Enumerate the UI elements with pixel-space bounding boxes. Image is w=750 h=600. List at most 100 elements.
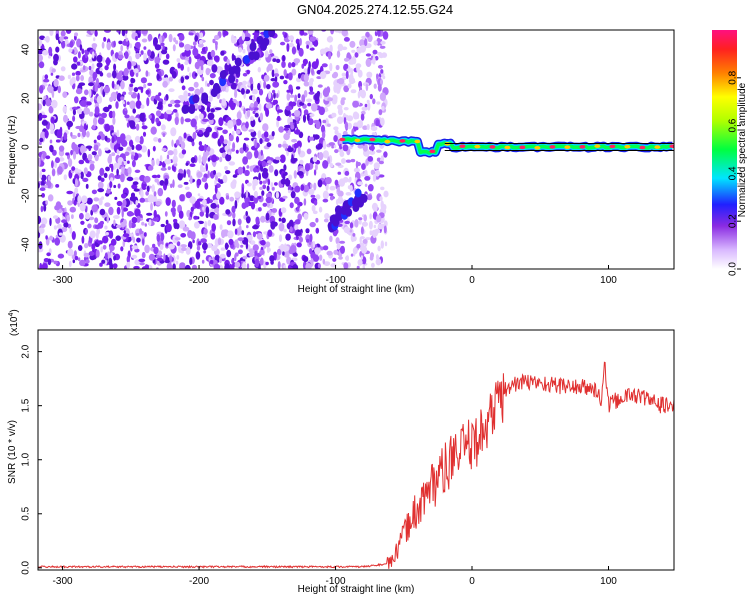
spectrogram-cell [204, 220, 208, 229]
spectrogram-cell [229, 263, 233, 269]
spectrogram-cell [121, 161, 125, 168]
spectrogram-cell [362, 125, 368, 130]
spectrogram-cell [299, 159, 304, 165]
spectrogram-cell [143, 232, 147, 237]
spectrogram-cell [122, 240, 126, 248]
spectrogram-cell [234, 228, 238, 235]
spectrogram-cell [93, 197, 100, 202]
spectrogram-cell [68, 48, 73, 53]
spectrogram-cell [167, 150, 174, 156]
spectrogram-cell [125, 30, 128, 34]
spectrogram-cell [284, 124, 291, 129]
spectrogram-cell [129, 139, 134, 147]
spectrogram-cell [218, 117, 224, 127]
carrier-peak [519, 145, 526, 150]
spectrogram-cell [350, 253, 354, 257]
spectrogram-cell [251, 89, 258, 95]
spectrogram-cell [135, 36, 138, 41]
spectrogram-cell [104, 65, 109, 71]
spectrogram-cell [257, 82, 261, 91]
spectrogram-cell [132, 181, 139, 186]
spectrogram-cell [358, 217, 363, 221]
spectrogram-cell [113, 40, 116, 48]
spectrogram-cell [206, 59, 214, 67]
spectrogram-cell [322, 258, 326, 265]
spectrogram-cell [198, 154, 202, 164]
spectrogram-cell [357, 181, 364, 186]
spectrogram-cell [283, 250, 290, 258]
spectrogram-cell [302, 256, 309, 263]
spectrogram-cell [246, 109, 251, 118]
spectrogram-cell [376, 101, 381, 105]
spectrogram-cell [75, 125, 82, 130]
spectrogram-cell [156, 73, 160, 81]
spectrogram-cell [53, 53, 59, 62]
spectrogram-cell [312, 254, 320, 262]
spectrogram-cell [378, 160, 384, 165]
spectrogram-cell [343, 262, 349, 269]
spectrogram-cell [83, 252, 90, 258]
spectrogram-cell [209, 73, 216, 79]
spectrogram-cell [69, 206, 77, 213]
spectrogram-cell [296, 171, 304, 176]
spectrogram-cell [110, 238, 117, 246]
spectrogram-cell [172, 263, 176, 269]
spectrogram-cell [228, 134, 234, 142]
spectrogram-cell [58, 232, 63, 236]
spectrogram-cell [192, 47, 199, 57]
spectrogram-cell [344, 121, 349, 130]
spectrogram-cell [45, 235, 48, 240]
spectrogram-cell [286, 43, 290, 52]
spectrogram-cell [80, 96, 87, 101]
spectrogram-cell [250, 130, 257, 138]
spectrogram-cell [187, 92, 191, 97]
spectrogram-cell [179, 262, 186, 269]
spectrogram-cell [177, 62, 181, 69]
spectrogram-cell [38, 241, 43, 250]
spectrogram-cell [103, 86, 111, 94]
spectrogram-cell [369, 93, 373, 100]
colorbar-tick-label: 0.0 [728, 262, 739, 276]
spectrogram-cell [95, 231, 99, 240]
spectrogram-cell [232, 102, 236, 108]
spectrogram-cell [44, 74, 49, 80]
spectrogram-cell [365, 58, 372, 67]
spectrogram-cell [99, 67, 103, 72]
spectrogram-cell [324, 213, 330, 220]
spectrogram-cell [122, 199, 127, 207]
snr-y-tick-label: 1.5 [21, 398, 32, 412]
spectrogram-cell [178, 34, 185, 41]
spectrogram-cell [134, 41, 141, 49]
spectrogram-cell [148, 219, 152, 227]
colorbar-tick-label: 0.2 [728, 214, 739, 228]
spectrogram-cell [268, 165, 274, 173]
spectrogram-cell [312, 210, 318, 215]
spectrogram-cell [122, 101, 125, 105]
spectrogram-cell [227, 230, 234, 239]
spectrogram-cell [79, 69, 87, 73]
spectrogram-cell [52, 215, 59, 219]
spectrogram-cell [337, 196, 344, 205]
spectrogram-cell [77, 132, 81, 138]
spectrogram-cell [262, 244, 267, 249]
spectrogram-cell [219, 256, 222, 264]
spectrogram-cell [88, 251, 95, 257]
spectrogram-cell [185, 191, 192, 199]
spectrogram-cell [145, 70, 149, 77]
spectrogram-cell [180, 116, 184, 125]
spectrogram-cell [320, 124, 326, 133]
spectrogram-cell [66, 120, 73, 128]
spectrogram-cell [121, 193, 127, 199]
spectrogram-cell [234, 253, 237, 262]
spectrogram-cell [271, 186, 275, 191]
spectrogram-cell [86, 101, 92, 106]
spectrogram-cell [208, 95, 213, 102]
spectrogram-cell [71, 106, 78, 111]
spectrogram-cell [265, 196, 272, 204]
spectrogram-cell [263, 131, 269, 138]
spectrogram-cell [121, 165, 125, 173]
spectrogram-cell [57, 253, 65, 259]
spectrogram-cell [54, 205, 60, 211]
spectrogram-cell [197, 43, 204, 48]
spectrogram-cell [135, 144, 143, 151]
